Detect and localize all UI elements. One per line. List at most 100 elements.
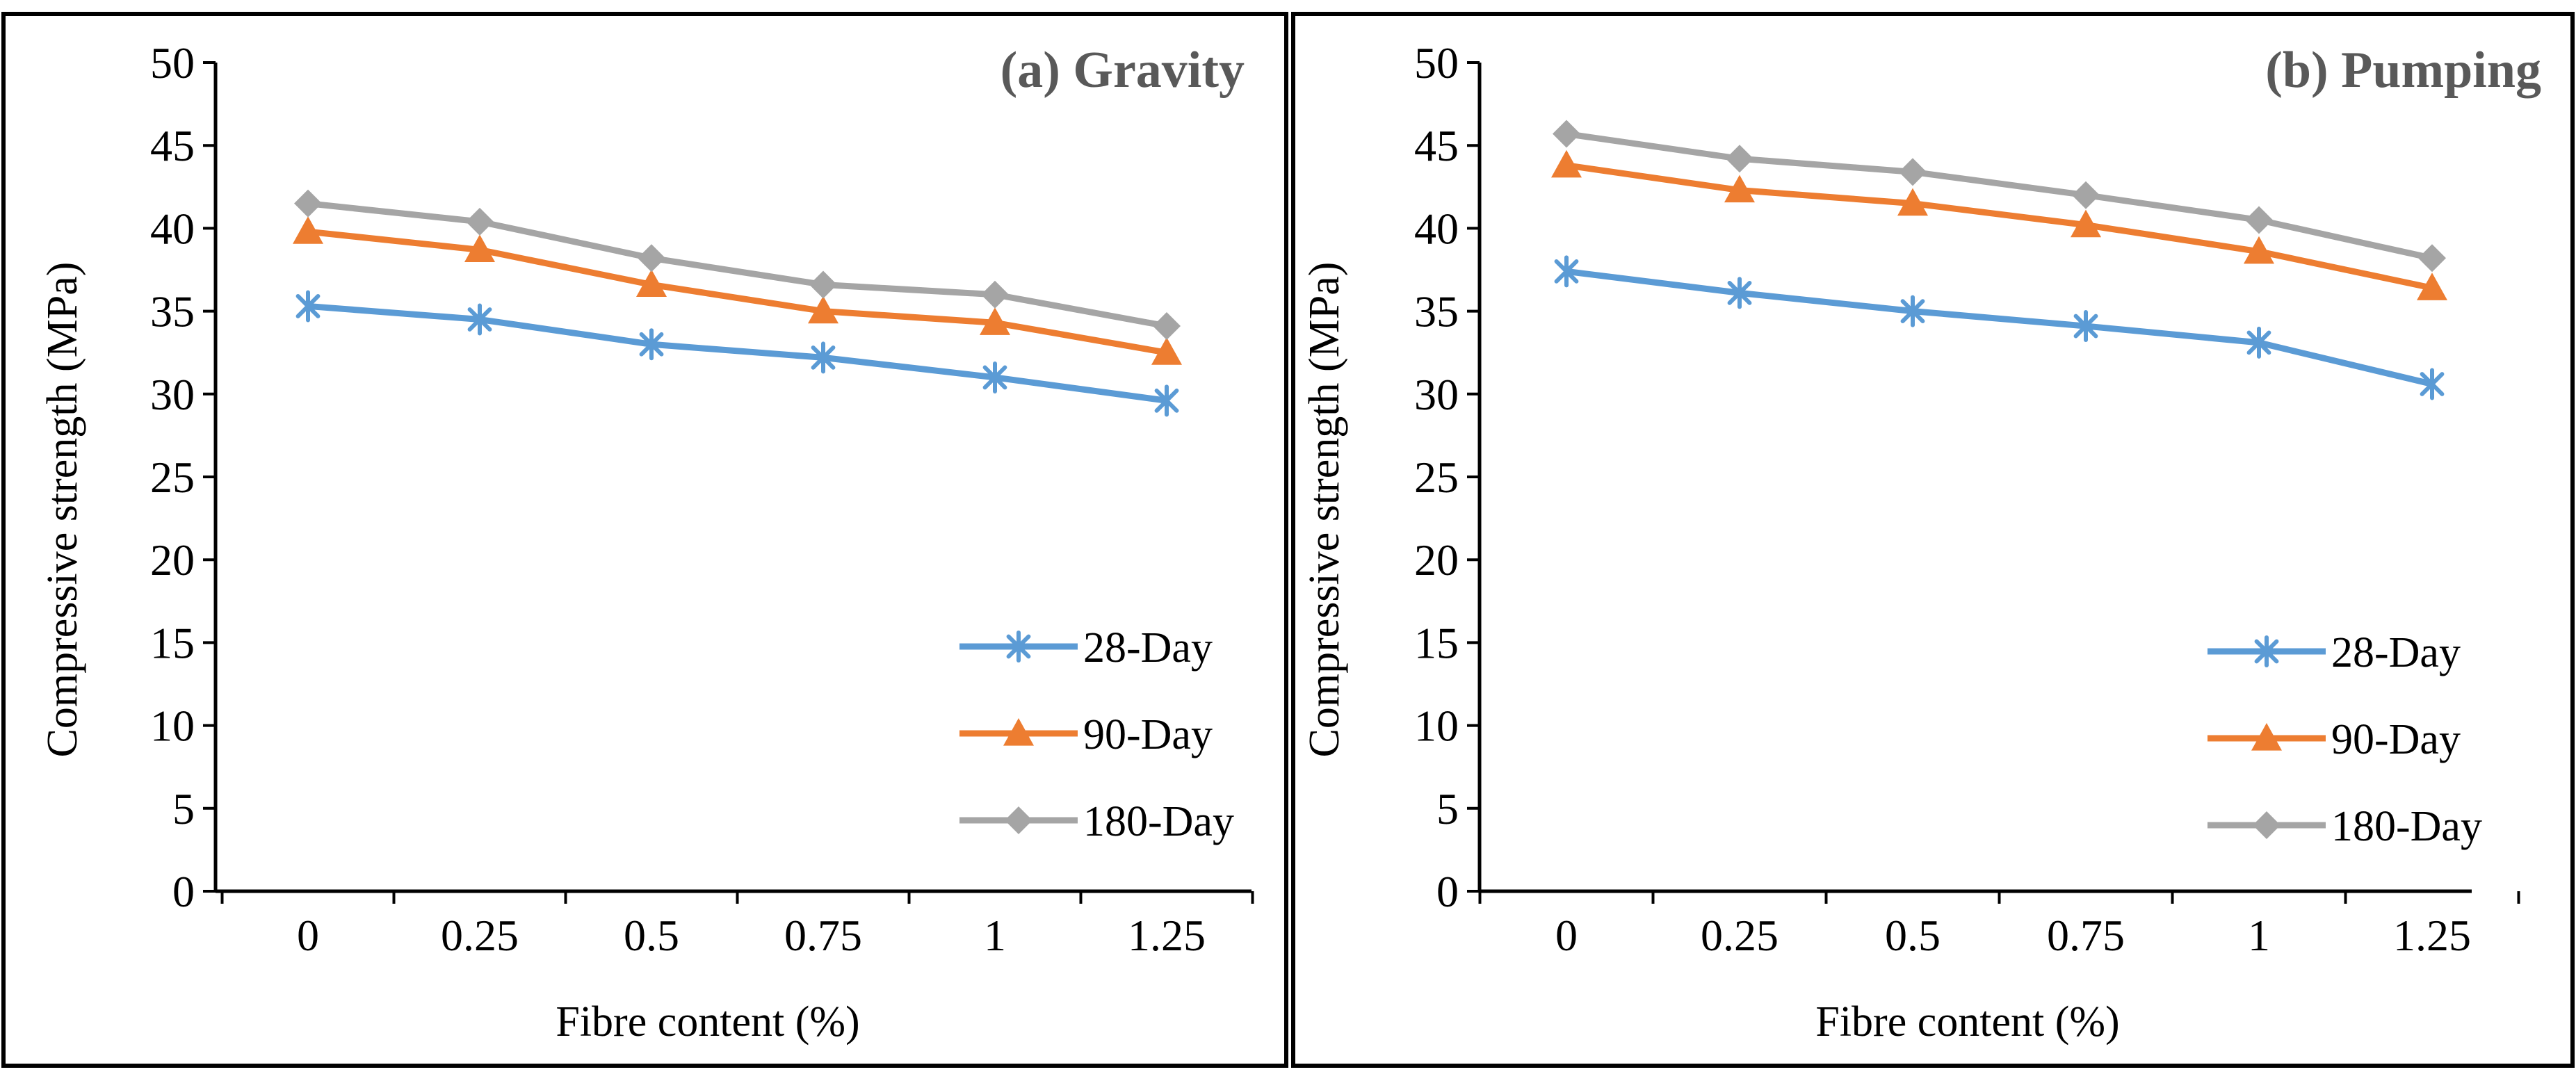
legend-marker: [1006, 631, 1031, 663]
x-tick-label: 0.5: [1885, 911, 1941, 960]
legend-entry-180-day: 180-Day: [2208, 803, 2482, 850]
y-tick-label: 45: [150, 121, 195, 170]
data-point: [1554, 255, 1579, 288]
legend-marker: [2251, 723, 2282, 751]
chart-title: (a) Gravity: [1001, 42, 1245, 99]
legend-label: 90-Day: [2331, 716, 2461, 763]
data-point: [809, 270, 837, 299]
data-point: [636, 269, 667, 298]
y-axis-label: Compressive strength (MPa): [39, 262, 86, 758]
series-28-day: [295, 290, 1179, 417]
x-tick-label: 1.25: [2393, 911, 2471, 960]
y-tick-label: 25: [1414, 453, 1459, 502]
data-point: [2418, 244, 2446, 273]
series-180-day: [1553, 120, 2446, 273]
legend-label: 180-Day: [1083, 798, 1234, 845]
x-axis-label: Fibre content (%): [556, 998, 859, 1046]
data-point: [1154, 384, 1179, 417]
data-point: [2420, 368, 2445, 400]
data-point: [808, 295, 839, 324]
legend-label: 28-Day: [2331, 629, 2461, 676]
data-point: [295, 290, 321, 323]
data-point: [2245, 206, 2273, 234]
y-tick-label: 5: [172, 784, 195, 834]
legend-label: 90-Day: [1083, 711, 1213, 758]
x-tick-label: 0.25: [1701, 911, 1779, 960]
x-tick-label: 0: [297, 911, 319, 960]
data-point: [466, 207, 494, 236]
y-tick-label: 10: [150, 701, 195, 751]
x-axis-label: Fibre content (%): [1815, 998, 2119, 1046]
legend-entry-28-day: 28-Day: [959, 624, 1213, 672]
data-point: [639, 328, 664, 361]
chart-panel-gravity: 0 5 10 15 20 25 30 35 40 45 50 0 0.25 0.5 0.75 1 1.25 28-…: [1, 12, 1288, 1068]
series-28-day: [1554, 255, 2445, 400]
series-180-day: [294, 189, 1181, 341]
data-point: [1151, 337, 1182, 365]
data-point: [2071, 209, 2101, 238]
y-tick-label: 15: [150, 618, 195, 667]
chart-marks: 0 5 10 15 20 25 30 35 40 45 50 0 0.25 0.5 0.75 1 1.25 28-…: [1414, 38, 2520, 960]
series-90-day: [1551, 149, 2447, 300]
legend-entry-180-day: 180-Day: [959, 798, 1234, 845]
data-point: [638, 244, 665, 273]
chart-title: (b) Pumping: [2265, 42, 2541, 99]
data-point: [1900, 295, 1925, 327]
y-tick-label: 50: [150, 38, 195, 88]
data-point: [2072, 181, 2100, 209]
data-point: [1724, 174, 1755, 203]
data-point: [1727, 277, 1752, 309]
chart-panel-pumping: 0 5 10 15 20 25 30 35 40 45 50 0 0.25 0.5 0.75 1 1.25 28-…: [1291, 12, 2575, 1068]
data-point: [294, 189, 322, 218]
data-point: [2073, 310, 2098, 343]
legend-entry-90-day: 90-Day: [2208, 716, 2461, 763]
x-tick-label: 0.75: [784, 911, 862, 960]
data-point: [2417, 273, 2447, 300]
data-point: [2246, 326, 2271, 359]
data-point: [1726, 145, 1753, 173]
data-point: [2244, 236, 2274, 264]
data-point: [981, 280, 1009, 309]
data-point: [467, 303, 492, 336]
x-tick-label: 1.25: [1128, 911, 1206, 960]
data-point: [1553, 120, 1580, 148]
y-tick-label: 0: [1436, 867, 1459, 916]
data-point: [1899, 158, 1927, 186]
x-tick-label: 1: [984, 911, 1006, 960]
y-tick-label: 20: [1414, 535, 1459, 585]
panel-frame: [1, 12, 1288, 1068]
y-axis-label: Compressive strength (MPa): [1301, 262, 1348, 758]
legend-marker: [1003, 718, 1034, 746]
y-tick-label: 45: [1414, 121, 1459, 170]
x-tick-label: 0.5: [624, 911, 679, 960]
legend-marker: [1005, 806, 1032, 834]
series-90-day: [293, 216, 1182, 365]
x-tick-label: 0.25: [441, 911, 519, 960]
y-tick-label: 10: [1414, 701, 1459, 751]
x-tick-label: 0: [1555, 911, 1578, 960]
data-point: [1551, 149, 1582, 178]
y-tick-label: 20: [150, 535, 195, 585]
y-tick-label: 30: [150, 370, 195, 419]
series-line: [307, 200, 1167, 330]
data-point: [980, 307, 1010, 335]
data-point: [464, 234, 495, 262]
legend-marker: [2253, 811, 2281, 839]
series-line: [1566, 268, 2433, 387]
y-tick-label: 40: [1414, 204, 1459, 253]
series-line: [1566, 131, 2433, 261]
x-tick-label: 1: [2248, 911, 2270, 960]
legend-marker: [2254, 635, 2279, 667]
data-point: [811, 341, 836, 374]
data-point: [982, 361, 1007, 393]
y-tick-label: 35: [150, 287, 195, 336]
y-tick-label: 40: [150, 204, 195, 253]
data-point: [293, 216, 323, 244]
y-tick-label: 5: [1436, 784, 1459, 834]
y-tick-label: 35: [1414, 287, 1459, 336]
legend-entry-90-day: 90-Day: [959, 711, 1213, 758]
series-line: [1566, 162, 2433, 291]
x-tick-label: 0.75: [2047, 911, 2125, 960]
legend-label: 180-Day: [2331, 803, 2482, 850]
